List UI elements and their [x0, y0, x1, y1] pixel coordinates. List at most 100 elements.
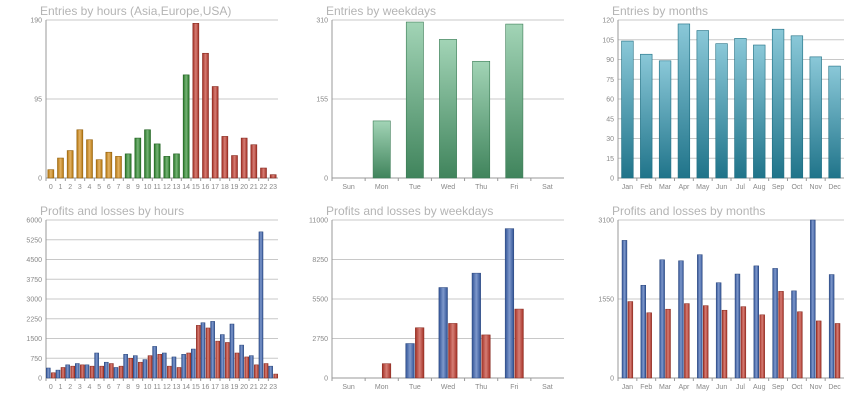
- loss-bar-4: [89, 365, 95, 379]
- x-tick-label: Nov: [810, 384, 823, 391]
- y-tick-label: 11000: [309, 218, 328, 225]
- x-tick-label: 5: [97, 184, 101, 191]
- y-tick-label: 8250: [312, 257, 328, 264]
- y-tick-label: 2250: [26, 316, 42, 323]
- x-tick-label: 0: [49, 184, 53, 191]
- loss-bar-apr: [684, 303, 690, 379]
- profit-bar-17: [210, 321, 215, 379]
- profit-bar-11: [152, 346, 157, 379]
- x-tick-label: Jun: [716, 184, 727, 191]
- profit-bar-15: [191, 348, 196, 379]
- bar-jul: [734, 38, 747, 179]
- loss-bar-oct: [797, 311, 803, 379]
- x-tick-label: Feb: [640, 384, 652, 391]
- profit-bar-16: [200, 322, 206, 379]
- x-tick-label: 10: [144, 184, 152, 191]
- x-tick-label: Nov: [810, 184, 823, 191]
- x-tick-label: Sep: [772, 184, 785, 191]
- loss-bar-fri: [514, 308, 524, 379]
- x-tick-label: 7: [117, 184, 121, 191]
- profit-bar-jan: [621, 240, 628, 379]
- y-tick-label: 0: [610, 376, 614, 383]
- x-tick-label: 15: [192, 384, 200, 391]
- x-tick-label: 22: [260, 384, 268, 391]
- bar-jun: [715, 43, 728, 179]
- bar-0: [47, 169, 55, 179]
- y-tick-label: 15: [606, 156, 614, 163]
- y-tick-label: 75: [606, 77, 614, 84]
- x-tick-label: 4: [88, 184, 92, 191]
- loss-bar-11: [157, 354, 162, 379]
- pl-by-weekdays-panel: Profits and losses by weekdays 0 2750 5500…: [309, 202, 570, 398]
- bar-20: [240, 137, 248, 179]
- loss-bar-thu: [481, 334, 491, 379]
- bar-17: [211, 86, 219, 179]
- profit-bar-14: [181, 354, 186, 379]
- x-tick-label: Tue: [409, 384, 421, 391]
- x-tick-label: Mon: [375, 384, 389, 391]
- entries-by-months-chart: 0 15 30 45 60 75 90 105 120 Jan Feb Mar Apr May Jun Jul…: [602, 18, 844, 191]
- x-tick-label: May: [696, 184, 710, 191]
- profit-bar-4: [84, 364, 90, 379]
- loss-bar-jan: [627, 301, 634, 379]
- loss-bar-0: [51, 372, 56, 379]
- bar-thu: [472, 60, 491, 179]
- bar-10: [144, 129, 151, 179]
- x-tick-label: 0: [49, 384, 53, 391]
- bar-wed: [439, 39, 457, 179]
- x-tick-label: 16: [202, 384, 210, 391]
- entries-by-weekdays-chart: 0 155 310 Sun Mon Tue Wed Thu Fri Sat: [316, 18, 564, 191]
- loss-bar-feb: [646, 312, 652, 379]
- x-tick-label: Mon: [375, 184, 389, 191]
- bar-14: [182, 74, 190, 179]
- bar-nov: [809, 56, 822, 179]
- x-tick-label: 20: [240, 184, 248, 191]
- bar-2: [66, 150, 74, 179]
- profit-bar-fri: [504, 228, 515, 379]
- profit-bar-8: [123, 354, 128, 379]
- y-tick-label: 3750: [26, 277, 42, 284]
- x-tick-label: 9: [136, 184, 140, 191]
- entries-by-weekdays-panel: Entries by weekdays 0 155 310 Sun Mon Tue Wed T…: [316, 2, 570, 198]
- x-tick-label: 17: [211, 184, 219, 191]
- profit-bar-3: [75, 363, 80, 379]
- loss-bar-7: [118, 365, 124, 379]
- profit-bar-2: [65, 364, 70, 379]
- profit-bar-6: [104, 361, 109, 379]
- x-tick-label: 14: [182, 384, 190, 391]
- bar-11: [153, 143, 161, 179]
- x-tick-label: 18: [221, 384, 229, 391]
- profit-bar-18: [220, 334, 225, 379]
- loss-bar-21: [254, 364, 259, 379]
- x-tick-label: 6: [107, 384, 111, 391]
- x-tick-label: Sun: [342, 184, 355, 191]
- loss-bar-3: [80, 364, 85, 379]
- x-tick-label: Sun: [342, 384, 355, 391]
- y-tick-label: 1500: [26, 336, 42, 343]
- loss-bar-12: [167, 365, 172, 379]
- x-tick-label: 14: [182, 184, 190, 191]
- x-tick-label: 9: [136, 384, 140, 391]
- bar-21: [250, 144, 258, 179]
- profit-bar-21: [249, 355, 254, 379]
- loss-bar-may: [703, 305, 709, 379]
- x-tick-label: 20: [240, 384, 248, 391]
- x-tick-label: 1: [59, 184, 63, 191]
- x-tick-label: 22: [260, 184, 268, 191]
- x-tick-label: 18: [221, 184, 229, 191]
- panel-title: Profits and losses by months: [612, 204, 766, 218]
- profit-bar-19: [229, 323, 235, 379]
- profit-bar-9: [133, 355, 138, 379]
- x-tick-label: 3: [78, 384, 82, 391]
- x-tick-label: 1: [59, 384, 63, 391]
- x-tick-label: 17: [211, 384, 219, 391]
- y-tick-label: 90: [606, 57, 614, 64]
- panel-title: Entries by hours (Asia,Europe,USA): [40, 4, 232, 18]
- bar-tue: [405, 21, 424, 179]
- pl-by-months-chart: 0 1550 3100 Jan Feb Mar Apr May Jun Jul Aug Sep Oct N…: [598, 218, 844, 391]
- x-tick-label: Fri: [510, 384, 519, 391]
- bar-4: [86, 139, 93, 179]
- x-tick-label: Fri: [510, 184, 519, 191]
- x-tick-label: Dec: [828, 384, 841, 391]
